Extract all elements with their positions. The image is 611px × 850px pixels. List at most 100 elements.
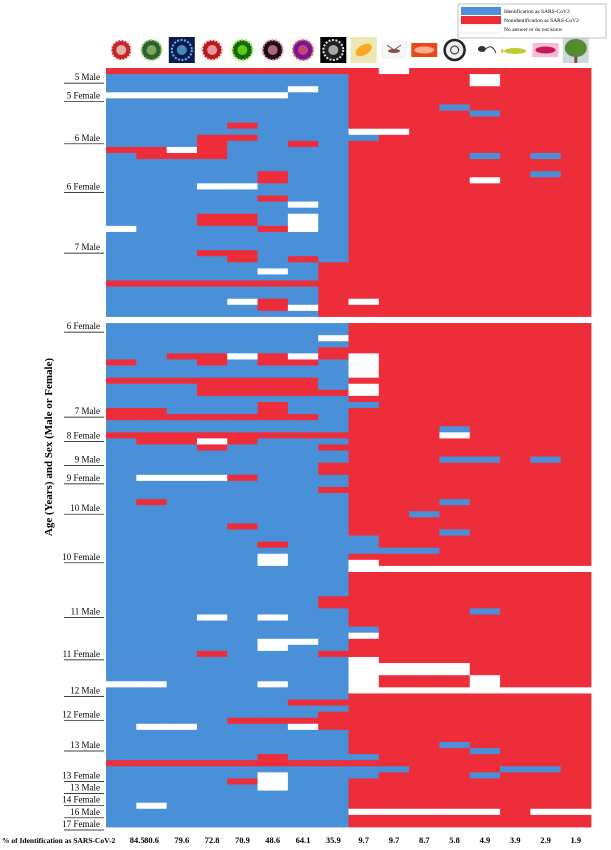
heatmap-cell [348, 298, 380, 306]
heatmap-cell [409, 529, 440, 536]
heatmap-cell [500, 626, 531, 634]
heatmap-cell [530, 669, 562, 676]
heatmap-cell [227, 650, 258, 658]
heatmap-cell [348, 238, 380, 245]
heatmap-cell [439, 341, 471, 348]
row-label: 6 Female [67, 181, 100, 191]
heatmap-cell [136, 790, 168, 798]
heatmap-cell [409, 280, 440, 287]
heatmap-cell [409, 98, 440, 105]
heatmap-cell [136, 748, 168, 755]
heatmap-cell [257, 74, 289, 81]
heatmap-cell [469, 590, 501, 597]
heatmap-cell [560, 68, 592, 75]
heatmap-cell [409, 760, 440, 767]
heatmap-cell [469, 316, 501, 324]
heatmap-cell [136, 663, 168, 670]
heatmap-cell [136, 250, 168, 257]
row-label: 10 Female [62, 552, 100, 562]
heatmap-cell [439, 68, 471, 75]
heatmap-cell [136, 274, 168, 281]
heatmap-cell [530, 590, 562, 597]
heatmap-cell [106, 68, 137, 75]
heatmap-cell [106, 371, 137, 379]
heatmap-cell [530, 468, 562, 476]
heatmap-cell [348, 790, 380, 798]
heatmap-cell [500, 796, 531, 804]
heatmap-cell [287, 104, 319, 111]
heatmap-cell [409, 359, 440, 366]
heatmap-cell [136, 104, 168, 111]
heatmap-cell [439, 711, 471, 719]
row-label: 13 Male [70, 740, 100, 750]
heatmap-cell [530, 359, 562, 366]
heatmap-cell [500, 122, 531, 130]
heatmap-cell [378, 250, 410, 257]
heatmap-cell [439, 450, 471, 458]
heatmap-cell [287, 620, 319, 628]
heatmap-cell [318, 450, 349, 458]
heatmap-cell [348, 565, 380, 573]
heatmap-cell [287, 401, 319, 409]
heatmap-cell [257, 256, 289, 263]
heatmap-cell [196, 638, 228, 646]
heatmap-cell [530, 541, 562, 549]
heatmap-cell [378, 699, 410, 706]
heatmap-cell [196, 389, 228, 397]
heatmap-cell [439, 511, 471, 518]
heatmap-cell [500, 723, 531, 731]
heatmap-cell [560, 602, 592, 609]
heatmap-cell [409, 347, 440, 354]
heatmap-cell [287, 547, 319, 555]
heatmap-cell [560, 140, 592, 148]
heatmap-cell [469, 626, 501, 634]
heatmap-cell [348, 663, 380, 670]
fish-icon [501, 48, 527, 54]
heatmap-cell [378, 565, 410, 573]
heatmap-cell [136, 778, 168, 785]
heatmap-cell [227, 231, 258, 239]
heatmap-cell [166, 517, 198, 524]
heatmap-cell [500, 274, 531, 281]
heatmap-cell [106, 717, 137, 725]
heatmap-cell [560, 377, 592, 385]
heatmap-cell [136, 98, 168, 105]
heatmap-cell [257, 705, 289, 713]
heatmap-cell [348, 165, 380, 172]
heatmap-cell [287, 802, 319, 810]
heatmap-cell [409, 772, 440, 779]
heatmap-cell [378, 165, 410, 172]
heatmap-cell [469, 335, 501, 342]
heatmap-cell [530, 401, 562, 409]
heatmap-cell [348, 177, 380, 184]
heatmap-cell [257, 353, 289, 360]
heatmap-cell [378, 201, 410, 209]
heatmap-cell [378, 748, 410, 755]
heatmap-cell [469, 231, 501, 239]
heatmap-cell [257, 602, 289, 609]
heatmap-cell [196, 802, 228, 810]
heatmap-cell [166, 365, 198, 372]
heatmap-cell [166, 820, 198, 828]
heatmap-cell [106, 760, 137, 767]
heatmap-cell [196, 298, 228, 306]
heatmap-cell [560, 341, 592, 348]
heatmap-cell [409, 505, 440, 512]
heatmap-cell [318, 262, 349, 269]
heatmap-cell [439, 559, 471, 567]
row-label: 7 Male [75, 242, 100, 252]
heatmap-cell [257, 171, 289, 178]
heatmap-cell [530, 644, 562, 652]
heatmap-cell [530, 717, 562, 725]
heatmap-cell [348, 335, 380, 342]
heatmap-cell [196, 177, 228, 184]
heatmap-cell [318, 335, 349, 342]
heatmap-cell [287, 146, 319, 154]
heatmap-cell [409, 444, 440, 451]
heatmap-cell [106, 741, 137, 749]
heatmap-cell [287, 596, 319, 603]
heatmap-cell [439, 104, 471, 111]
heatmap-cell [287, 438, 319, 445]
heatmap-cell [106, 238, 137, 245]
heatmap-cell [500, 286, 531, 294]
